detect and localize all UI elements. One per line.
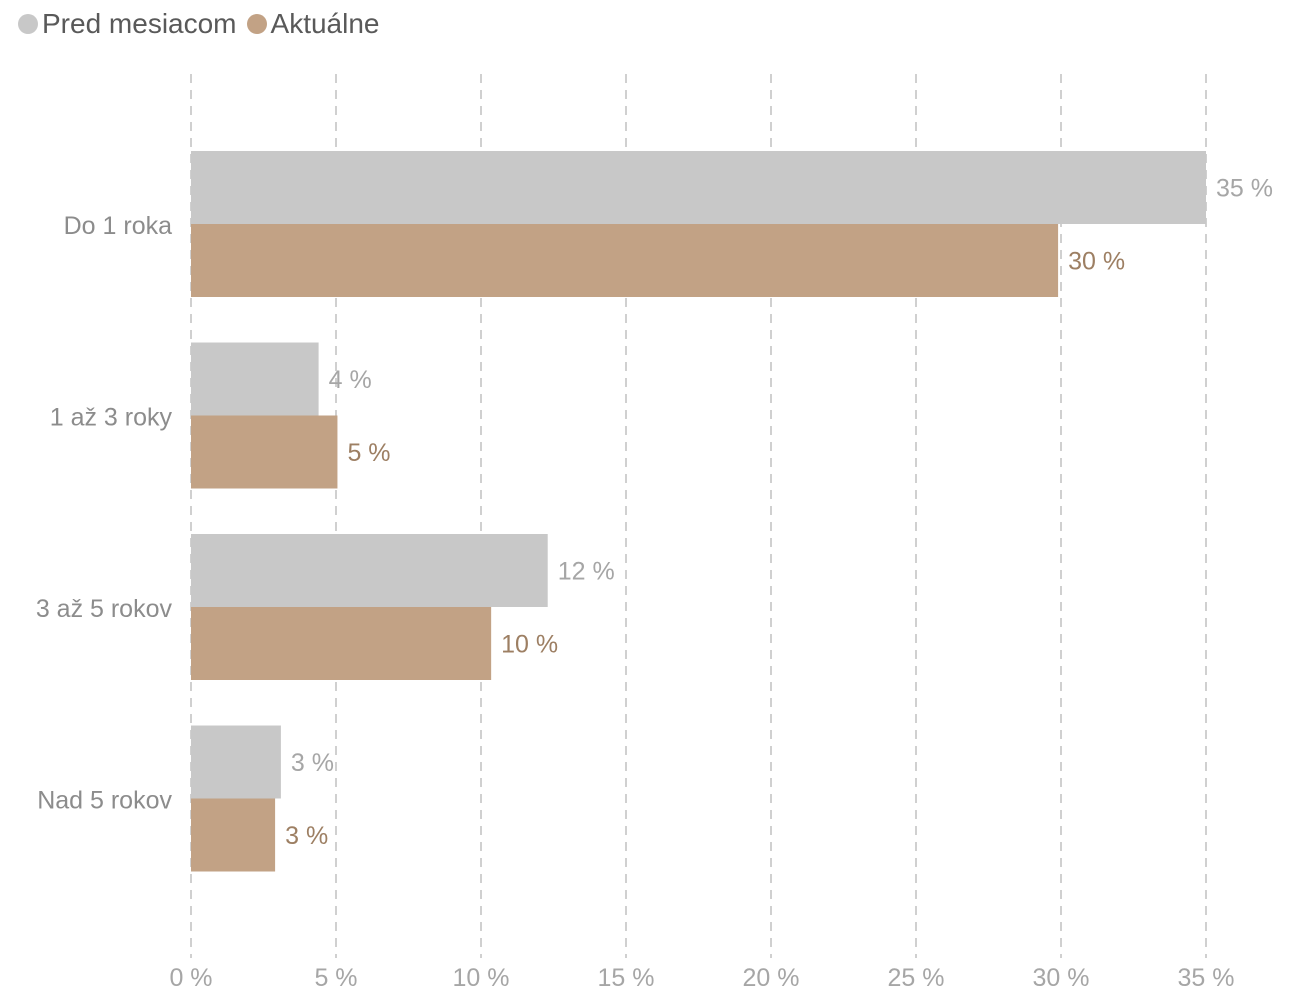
data-label-pred-mesiacom-nad-5-rokov: 3 % (291, 749, 334, 777)
data-label-aktualne-nad-5-rokov: 3 % (285, 822, 328, 850)
category-label-nad-5-rokov: Nad 5 rokov (37, 787, 172, 815)
data-label-aktualne-do-1-roka: 30 % (1068, 248, 1125, 276)
x-tick-label-2: 10 % (453, 964, 510, 989)
bar-aktualne-do-1-roka (191, 224, 1059, 297)
category-label-1-az-3-roky: 1 až 3 roky (50, 404, 173, 432)
bar-aktualne-1-az-3-roky (191, 415, 338, 489)
data-labels: 35 % 30 % 4 % 5 % 12 % 10 % 3 % 3 % (285, 175, 1273, 851)
legend-swatch-pred-mesiacom (18, 14, 38, 34)
legend-label-aktualne: Aktuálne (270, 8, 380, 39)
bar-pred-mesiacom-1-az-3-roky (191, 342, 319, 416)
data-label-aktualne-1-az-3-roky: 5 % (347, 439, 390, 467)
x-tick-label-4: 20 % (743, 964, 800, 989)
legend: Pred mesiacom Aktuálne (18, 8, 379, 40)
legend-label-pred-mesiacom: Pred mesiacom (42, 8, 237, 39)
x-tick-label-1: 5 % (314, 964, 357, 989)
data-label-pred-mesiacom-3-az-5-rokov: 12 % (558, 558, 615, 586)
x-tick-label-5: 25 % (888, 964, 945, 989)
data-label-pred-mesiacom-1-az-3-roky: 4 % (329, 366, 372, 394)
category-labels: Do 1 roka 1 až 3 roky 3 až 5 rokov Nad 5 ro… (36, 212, 173, 815)
x-tick-label-6: 30 % (1033, 964, 1090, 989)
data-label-aktualne-3-az-5-rokov: 10 % (501, 631, 558, 659)
bars (191, 151, 1206, 872)
bar-aktualne-nad-5-rokov (191, 798, 276, 872)
category-label-do-1-roka: Do 1 roka (64, 212, 172, 240)
bar-pred-mesiacom-do-1-roka (191, 151, 1206, 224)
bar-pred-mesiacom-3-az-5-rokov (191, 534, 548, 607)
x-axis-tick-labels: 0 % 5 % 10 % 15 % 20 % 25 % 30 % 35 % (169, 964, 1235, 992)
x-tick-label-0: 0 % (169, 964, 212, 989)
legend-item-pred-mesiacom: Pred mesiacom (18, 8, 237, 40)
legend-item-aktualne: Aktuálne (246, 8, 380, 40)
x-tick-label-3: 15 % (598, 964, 655, 989)
bar-pred-mesiacom-nad-5-rokov (191, 725, 281, 799)
legend-swatch-aktualne (246, 14, 267, 34)
x-tick-label-7: 35 % (1178, 964, 1235, 989)
data-label-pred-mesiacom-do-1-roka: 35 % (1216, 175, 1273, 203)
category-label-3-az-5-rokov: 3 až 5 rokov (36, 595, 173, 623)
bar-aktualne-3-az-5-rokov (191, 607, 492, 680)
